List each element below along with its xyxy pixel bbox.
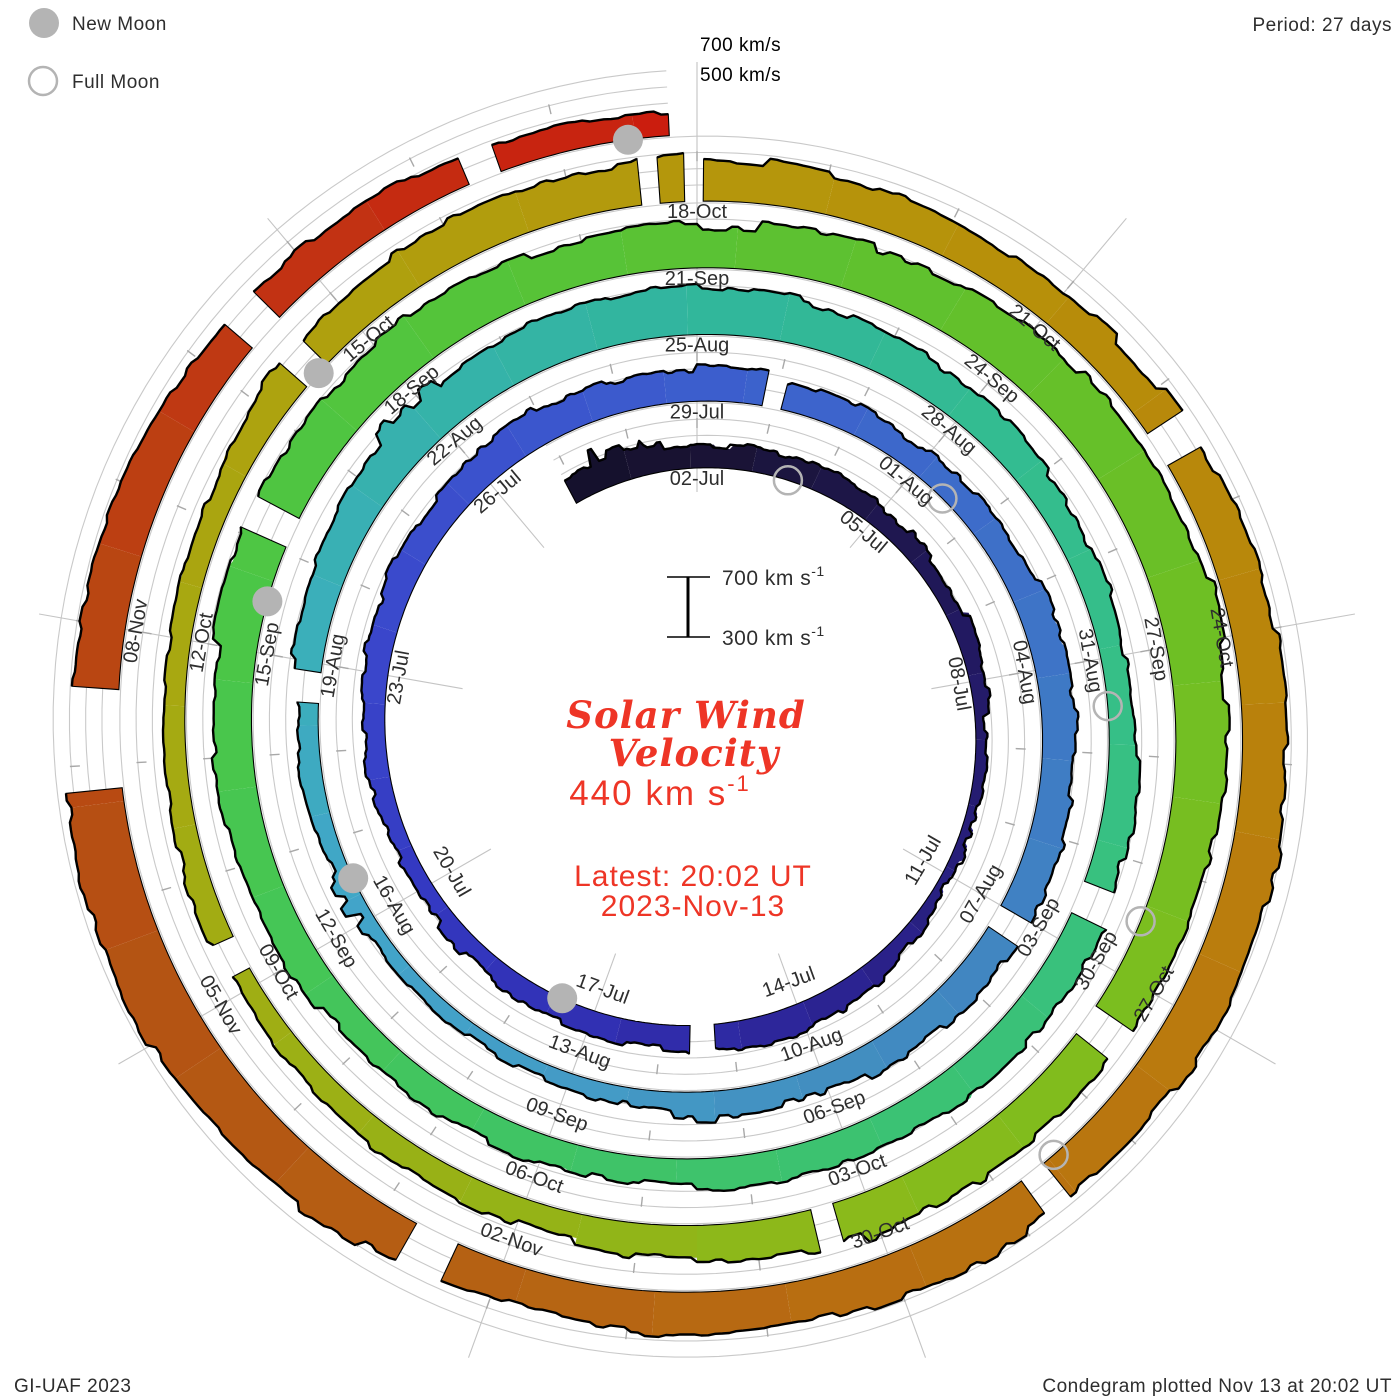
chart-title-line1: Solar Wind (566, 693, 806, 737)
velocity-trace (842, 1057, 1109, 1244)
velocity-trace (210, 526, 1108, 1193)
velocity-trace (257, 219, 1231, 1033)
velocity-trace (161, 362, 281, 947)
date-label-25-Aug: 25-Aug (665, 335, 730, 357)
velocity-trace (289, 282, 1142, 894)
velocity-trace (70, 323, 226, 687)
latest-time: Latest: 20:02 UT (574, 860, 812, 893)
velocity-trace (491, 110, 669, 147)
velocity-trace (787, 382, 1080, 924)
date-label-21-Sep: 21-Sep (665, 268, 730, 290)
date-label-29-Jul: 29-Jul (670, 401, 724, 423)
plotted-timestamp: Condegram plotted Nov 13 at 20:02 UT (1042, 1376, 1392, 1397)
new-moon-icon (29, 8, 59, 38)
scale-bar-bottom-label: 300 km s-1 (722, 623, 825, 650)
gridline-600-kms (68, 86, 1292, 1342)
gridline-700-kms (52, 70, 1308, 1358)
date-label-14-Jul: 14-Jul (759, 963, 818, 1002)
new-moon-marker-16-Aug (338, 863, 369, 894)
latest-velocity-value: 440 km s-1 (569, 771, 751, 813)
full-moon-marker-31-Aug (1092, 690, 1123, 722)
period-label: Period: 27 days (1252, 15, 1392, 36)
new-moon-marker-17-Jul (547, 983, 578, 1014)
velocity-trace (1069, 446, 1290, 1198)
new-moon-marker-15-Sep (252, 586, 283, 617)
center-annotation: Solar Wind Velocity 440 km s-1 Latest: 2… (566, 693, 812, 923)
velocity-spiral-bands (64, 110, 1290, 1339)
velocity-trace (440, 1211, 1046, 1339)
velocity-trace (302, 157, 638, 342)
velocity-trace (64, 793, 397, 1262)
radial-label-500: 500 km/s (700, 65, 781, 86)
radial-scale-bar: 700 km s-1 300 km s-1 (667, 563, 825, 650)
radial-label-700: 700 km/s (700, 35, 781, 56)
velocity-trace (252, 157, 459, 293)
date-label-09-Sep: 09-Sep (523, 1093, 591, 1136)
moon-legend: New Moon Full Moon (27, 8, 167, 97)
date-label-17-Jul: 17-Jul (573, 970, 632, 1009)
moon-phase-markers (252, 124, 1156, 1171)
full-moon-marker-29-Sep (1125, 906, 1156, 937)
velocity-trace (563, 439, 992, 1052)
date-label-18-Oct: 18-Oct (667, 201, 727, 223)
credit-label: GI-UAF 2023 (14, 1376, 131, 1397)
velocity-trace (656, 151, 684, 159)
scale-bar-top-label: 700 km s-1 (722, 563, 825, 590)
velocity-trace (703, 157, 1184, 412)
new-moon-label: New Moon (72, 14, 167, 35)
new-moon-marker-14-Oct (303, 358, 334, 389)
velocity-trace (360, 363, 770, 1055)
full-moon-marker-28-Oct (1038, 1139, 1069, 1171)
latest-date: 2023-Nov-13 (601, 890, 785, 923)
full-moon-icon (27, 65, 59, 97)
chart-title-line2: Velocity (609, 731, 781, 775)
full-moon-marker-01-Aug (927, 483, 958, 514)
velocity-trace (231, 976, 822, 1264)
date-label-02-Jul: 02-Jul (670, 468, 724, 490)
full-moon-marker-03-Jul (772, 465, 804, 496)
date-label-07-Aug: 07-Aug (955, 861, 1006, 928)
velocity-trace (296, 701, 1019, 1124)
new-moon-marker-13-Nov (613, 124, 643, 155)
full-moon-label: Full Moon (72, 72, 160, 93)
